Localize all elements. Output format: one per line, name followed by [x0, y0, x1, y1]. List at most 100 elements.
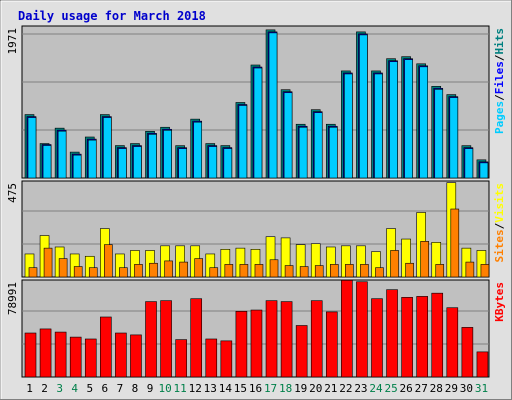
x-tick-label: 17: [264, 382, 277, 395]
x-axis-labels: 1 2 3 4 5 6 7 8 9 10 11 12 13 14 15 16 17 18 19 20 21 22 23 24 2…: [26, 382, 488, 395]
x-tick-label: 14: [219, 382, 233, 395]
bar-sites: [420, 241, 429, 278]
bar-pages: [283, 92, 293, 179]
legend-item-kbytes: KBytes: [493, 282, 506, 322]
bar-sites: [28, 267, 38, 278]
x-tick-label: 9: [147, 382, 154, 395]
x-tick-label: 29: [445, 382, 458, 395]
chart-panels: 1971Pages/Files/Hits475Sites/Visits78991…: [6, 25, 506, 378]
bar-sites: [314, 265, 324, 278]
bar-kbytes: [461, 327, 474, 378]
bar-pages: [313, 112, 323, 179]
bar-kbytes: [160, 300, 172, 378]
bar-sites: [164, 260, 173, 278]
bar-kbytes: [130, 334, 142, 378]
bar-kbytes: [431, 292, 444, 378]
bar-pages: [268, 32, 278, 179]
x-tick-label: 1: [26, 382, 33, 395]
bar-pages: [27, 117, 37, 179]
bar-kbytes: [265, 300, 278, 378]
bar-sites: [239, 264, 249, 278]
x-tick-label: 3: [56, 382, 63, 395]
x-tick-label: 28: [430, 382, 443, 395]
chart-title: Daily usage for March 2018: [18, 9, 206, 23]
bar-sites: [329, 264, 339, 278]
bar-pages: [328, 126, 338, 179]
bar-pages: [148, 134, 157, 179]
bar-pages: [42, 145, 52, 179]
bar-sites: [43, 247, 53, 278]
bar-kbytes: [386, 289, 398, 378]
bar-kbytes: [446, 307, 459, 378]
bar-pages: [464, 148, 474, 179]
x-tick-label: 12: [189, 382, 202, 395]
legend: Pages/Files/Hits: [493, 28, 506, 134]
bar-sites: [435, 264, 445, 278]
bar-pages: [434, 89, 444, 179]
bar-kbytes: [100, 316, 112, 378]
x-tick-label: 7: [117, 382, 124, 395]
bar-kbytes: [190, 298, 203, 378]
legend: Sites/Visits: [493, 183, 506, 263]
bar-pages: [449, 97, 459, 179]
legend-item-hits: Hits: [493, 28, 506, 55]
bar-sites: [269, 259, 279, 278]
bar-sites: [88, 267, 98, 278]
bar-pages: [419, 66, 428, 179]
x-tick-label: 2: [41, 382, 48, 395]
x-tick-label: 8: [132, 382, 139, 395]
bar-pages: [298, 126, 308, 179]
bar-sites: [284, 265, 294, 278]
bar-kbytes: [356, 281, 368, 378]
bar-pages: [193, 121, 203, 179]
bar-sites: [405, 262, 414, 278]
bar-sites: [465, 261, 475, 278]
bar-kbytes: [205, 338, 218, 378]
bar-kbytes: [115, 332, 127, 378]
bar-kbytes: [39, 328, 52, 378]
bar-sites: [254, 264, 264, 278]
bar-kbytes: [250, 309, 263, 378]
bar-kbytes: [84, 338, 97, 378]
bar-kbytes: [175, 339, 187, 378]
legend-separator: /: [493, 222, 506, 229]
bar-sites: [450, 208, 460, 278]
bar-pages: [359, 34, 368, 179]
bar-sites: [480, 264, 490, 278]
bar-sites: [224, 264, 234, 278]
bar-pages: [374, 73, 383, 179]
panel-2: 475 Sites/Visits: [6, 180, 506, 278]
bar-pages: [118, 148, 127, 179]
bar-kbytes: [280, 301, 293, 378]
bar-pages: [103, 117, 112, 179]
bar-pages: [253, 67, 263, 179]
bar-sites: [134, 264, 143, 278]
x-tick-label: 24: [369, 382, 383, 395]
x-tick-label: 16: [249, 382, 262, 395]
bar-sites: [149, 262, 158, 278]
bar-kbytes: [69, 336, 82, 378]
x-tick-label: 21: [324, 382, 337, 395]
bar-sites: [73, 266, 83, 278]
bar-kbytes: [476, 351, 489, 378]
bar-pages: [133, 146, 142, 179]
y-max-label: 475: [6, 183, 19, 203]
bar-sites: [390, 250, 399, 278]
bar-kbytes: [145, 301, 157, 378]
x-tick-label: 25: [384, 382, 397, 395]
bar-kbytes: [416, 296, 428, 378]
bar-kbytes: [341, 279, 353, 378]
x-tick-label: 31: [475, 382, 488, 395]
bar-pages: [223, 148, 233, 179]
x-tick-label: 27: [415, 382, 428, 395]
bar-pages: [72, 154, 82, 179]
x-tick-label: 4: [71, 382, 78, 395]
panel-3: 78991 KBytes: [6, 279, 506, 378]
bar-pages: [344, 73, 353, 179]
legend-separator: /: [493, 94, 506, 101]
x-tick-label: 10: [158, 382, 171, 395]
legend-item-visits: Visits: [493, 183, 506, 223]
x-tick-label: 15: [234, 382, 247, 395]
